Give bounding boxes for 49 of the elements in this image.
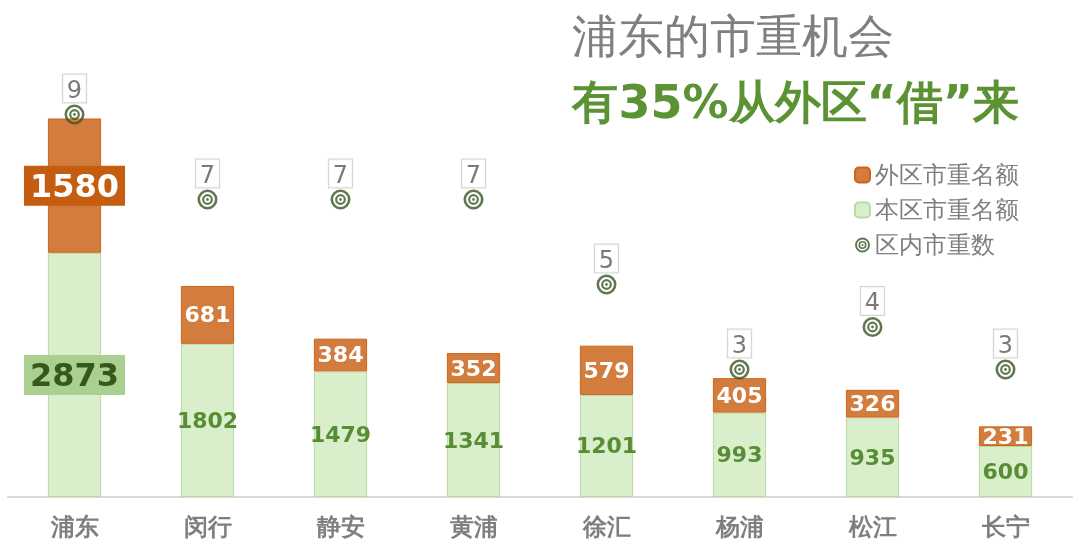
data-label: 3 <box>731 330 748 359</box>
point <box>862 317 883 337</box>
data-label: 5 <box>598 245 615 274</box>
x-tick-label: 长宁 <box>980 513 1030 541</box>
data-label: 1479 <box>309 421 372 447</box>
data-label: 993 <box>716 442 763 468</box>
data-label: 600 <box>982 459 1029 484</box>
point <box>729 359 750 380</box>
data-label: 384 <box>317 342 364 368</box>
x-tick-label: 徐汇 <box>581 513 631 541</box>
x-tick-label: 静安 <box>315 513 365 541</box>
data-label: 405 <box>716 382 763 408</box>
point <box>596 274 617 295</box>
data-label: 935 <box>849 444 896 470</box>
point <box>463 189 484 210</box>
legend-label: 区内市重数 <box>875 231 995 259</box>
x-tick-label: 闵行 <box>183 513 232 541</box>
data-label: 1802 <box>176 407 239 433</box>
bar <box>579 394 634 497</box>
data-label: 3 <box>997 330 1014 359</box>
bar <box>313 371 368 497</box>
data-label: 326 <box>849 391 896 417</box>
chart-title: 浦东的市重机会 <box>572 9 895 63</box>
x-tick-label: 松江 <box>847 513 897 541</box>
data-label: 231 <box>982 423 1029 449</box>
data-label: 4 <box>864 288 881 316</box>
data-label: 579 <box>583 357 630 383</box>
data-label: 9 <box>66 75 83 104</box>
x-tick-label: 杨浦 <box>714 513 764 541</box>
x-tick-label: 浦东 <box>49 513 99 541</box>
legend-label: 本区市重名额 <box>875 196 1019 224</box>
x-tick-label: 黄浦 <box>448 513 498 541</box>
data-label: 352 <box>450 355 497 381</box>
data-label: 7 <box>199 160 216 189</box>
data-label: 1580 <box>29 166 120 205</box>
bar <box>446 383 501 497</box>
data-label: 7 <box>465 160 482 189</box>
data-label: 681 <box>184 302 231 328</box>
bar <box>180 343 235 497</box>
point <box>330 189 351 210</box>
data-label: 1341 <box>442 427 505 453</box>
data-label: 7 <box>332 160 349 189</box>
point <box>64 104 85 125</box>
data-label: 1201 <box>575 433 638 459</box>
point <box>995 359 1016 380</box>
data-label: 2873 <box>29 355 120 394</box>
legend-label: 外区市重名额 <box>875 161 1019 189</box>
point <box>197 189 218 210</box>
chart-subtitle: 有35%从外区“借”来 <box>571 75 1020 129</box>
